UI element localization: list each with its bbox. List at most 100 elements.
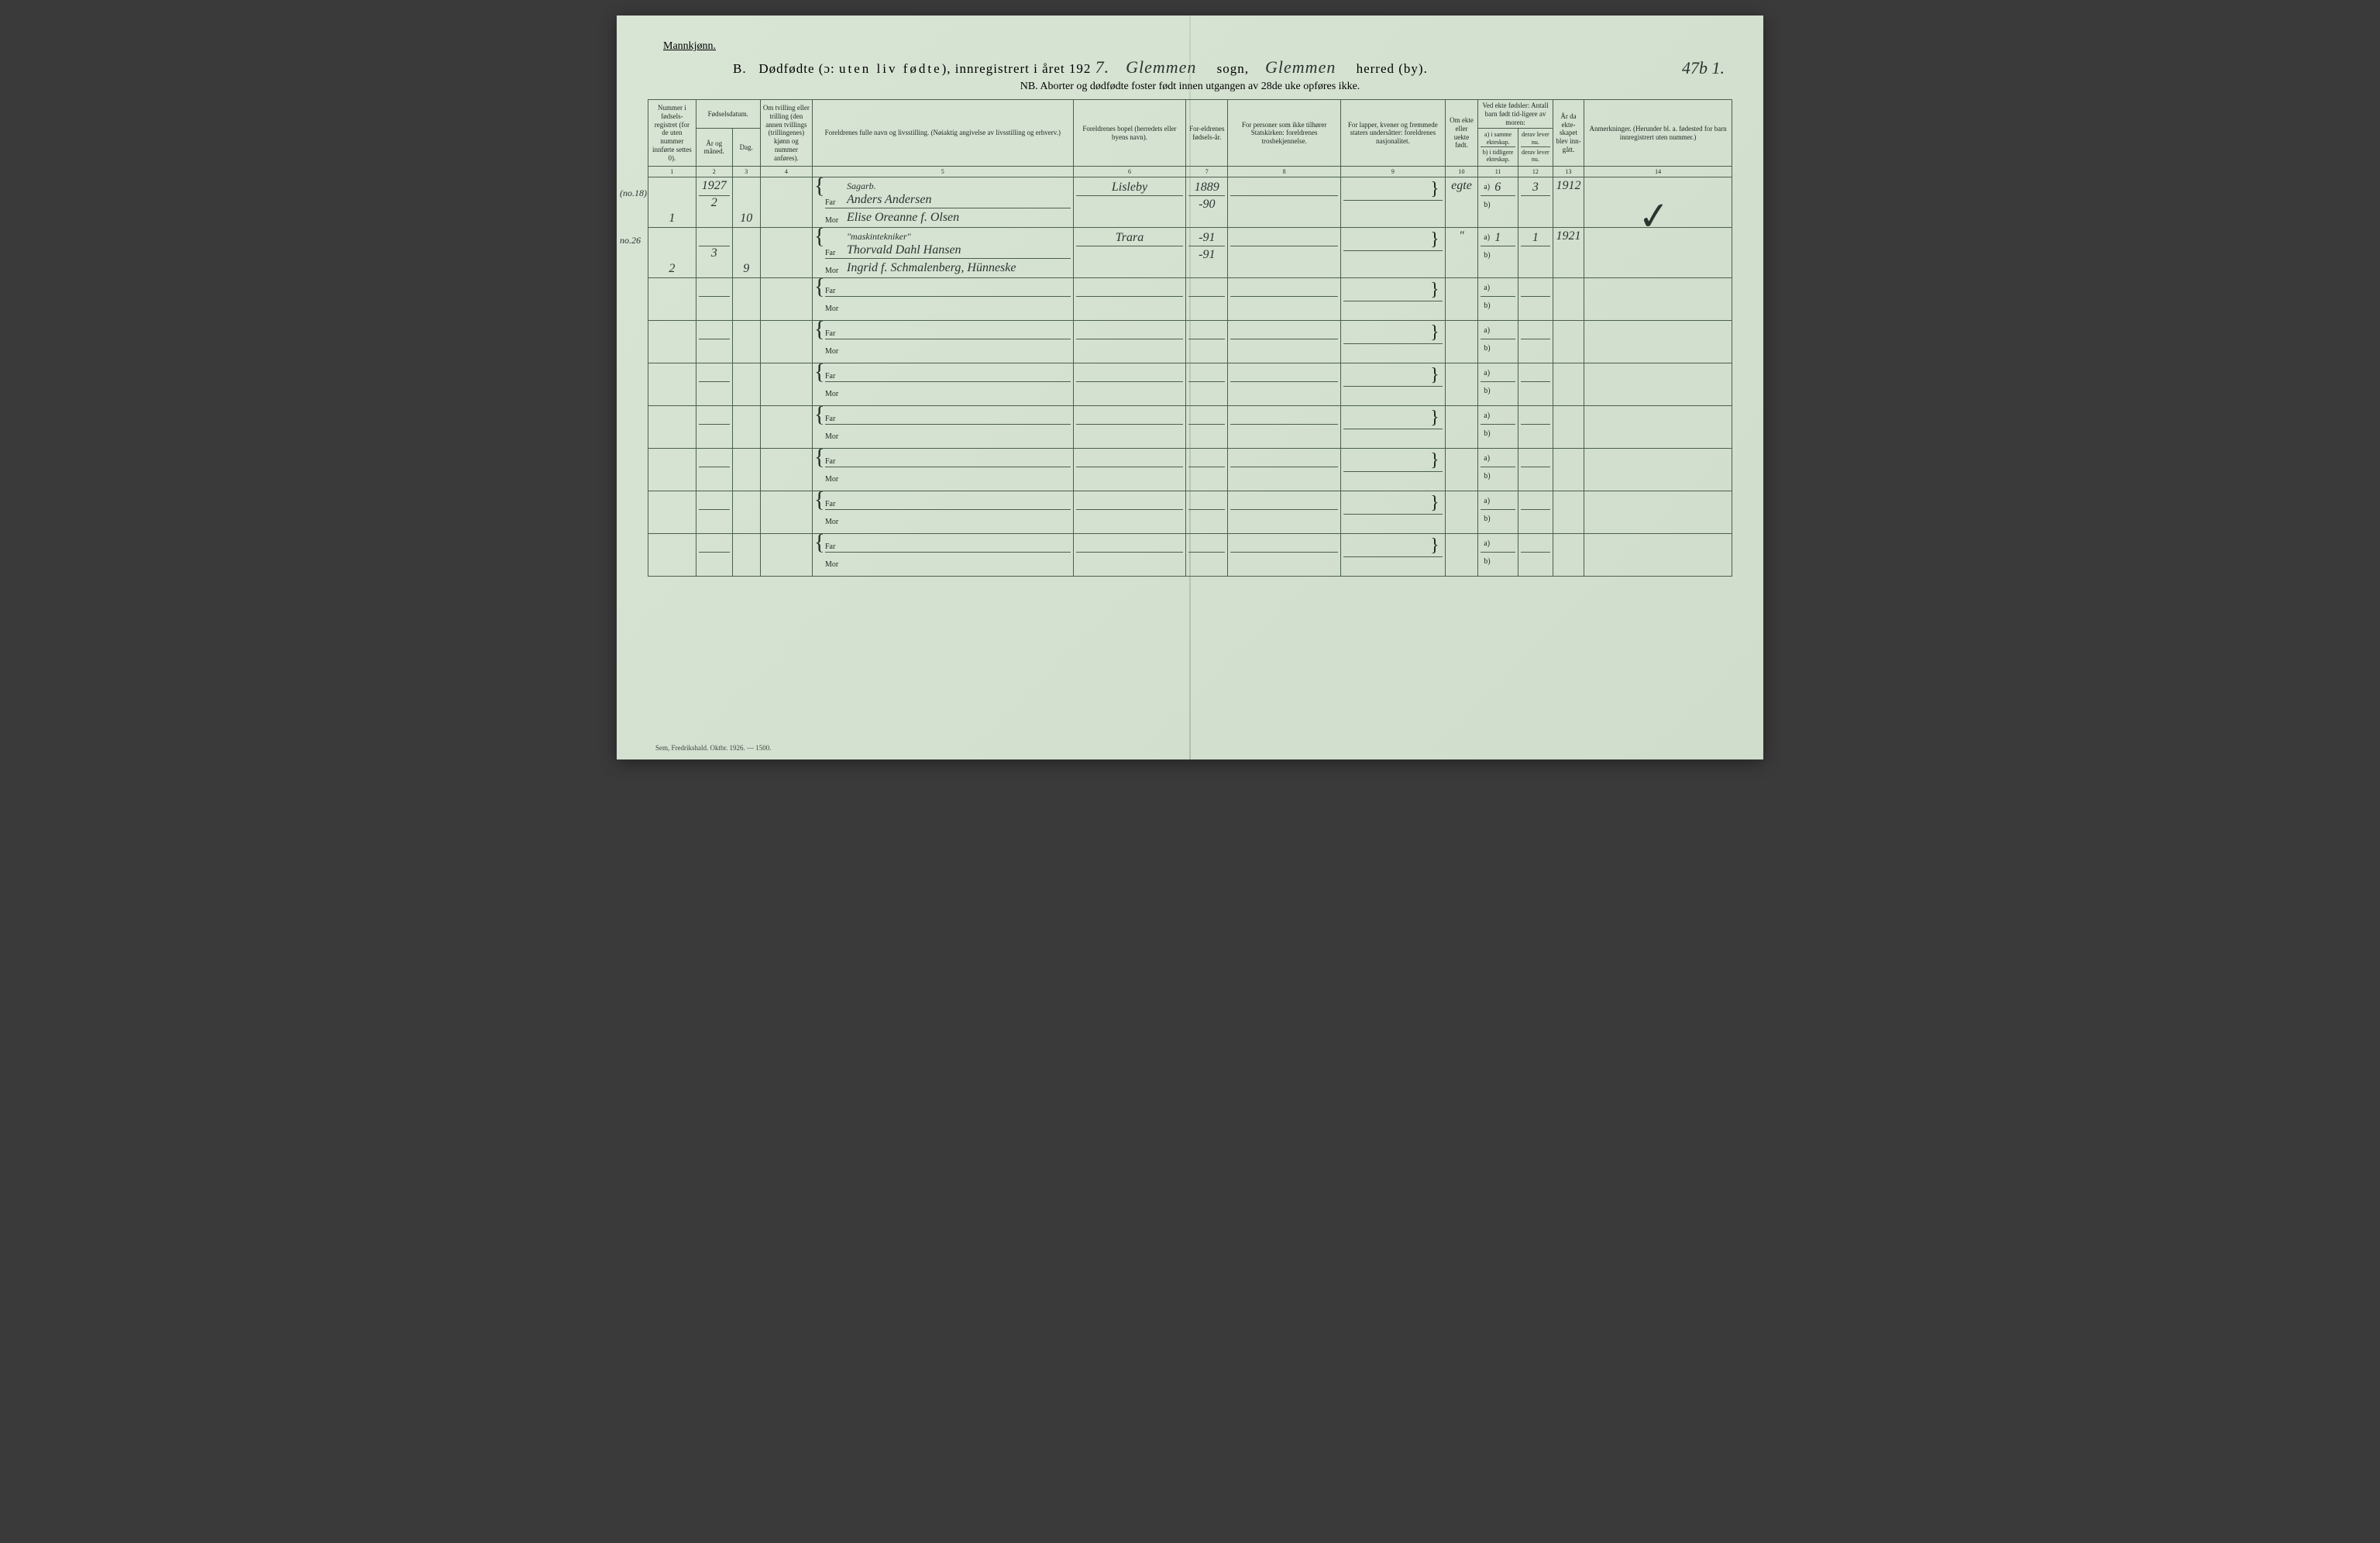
cell-bopel <box>1073 449 1186 491</box>
far-label: Far <box>825 500 847 508</box>
cell-trosbekjennelse <box>1228 278 1341 321</box>
cell-year-month <box>696 363 732 406</box>
cell-ekte <box>1445 406 1478 449</box>
cell-parent-years: -91-91 <box>1186 228 1228 278</box>
cell-trosbekjennelse <box>1228 228 1341 278</box>
cell-born-count: a) b) <box>1478 449 1518 491</box>
brace-close-icon: } <box>1430 322 1439 343</box>
cell-bopel <box>1073 406 1186 449</box>
cell-trosbekjennelse <box>1228 449 1341 491</box>
cell-day: 10 <box>732 177 760 228</box>
cell-day <box>732 321 760 363</box>
cell-day <box>732 406 760 449</box>
colnum: 3 <box>732 167 760 177</box>
cell-parent-years <box>1186 491 1228 534</box>
cell-trosbekjennelse <box>1228 534 1341 577</box>
cell-ekte: " <box>1445 228 1478 278</box>
herred-handwritten: Glemmen <box>1265 57 1336 77</box>
cell-twin <box>760 534 812 577</box>
col-13-header: År da ekte-skapet blev inn-gått. <box>1553 100 1584 167</box>
cell-bopel <box>1073 321 1186 363</box>
cell-parents: { Far Mor <box>813 278 1074 321</box>
cell-ekte <box>1445 449 1478 491</box>
cell-number <box>648 321 696 363</box>
cell-day <box>732 534 760 577</box>
cell-nasjonalitet: } <box>1341 363 1446 406</box>
margin-note-row1: (no.18) <box>620 188 647 199</box>
cell-year-month <box>696 491 732 534</box>
brace-close-icon: } <box>1430 229 1439 250</box>
cell-parent-years <box>1186 363 1228 406</box>
cell-year-married <box>1553 363 1584 406</box>
far-name: Sagarb.Anders Andersen <box>847 179 931 207</box>
colnum: 12 <box>1518 167 1553 177</box>
herred-label: herred (by). <box>1357 61 1428 76</box>
cell-twin <box>760 228 812 278</box>
cell-year-married <box>1553 534 1584 577</box>
col-7-header: For-eldrenes fødsels-år. <box>1186 100 1228 167</box>
cell-parents: { Far Mor <box>813 491 1074 534</box>
mor-label: Mor <box>825 347 847 356</box>
colnum: 4 <box>760 167 812 177</box>
mor-label: Mor <box>825 305 847 313</box>
colnum: 2 <box>696 167 732 177</box>
sogn-label: sogn, <box>1217 61 1249 76</box>
cell-notes <box>1584 321 1732 363</box>
colnum: 13 <box>1553 167 1584 177</box>
cell-trosbekjennelse <box>1228 491 1341 534</box>
cell-nasjonalitet: } <box>1341 449 1446 491</box>
cell-parent-years <box>1186 449 1228 491</box>
cell-number: 1 <box>648 177 696 228</box>
far-label: Far <box>825 372 847 381</box>
cell-year-month <box>696 278 732 321</box>
col-11b-header: b) i tidligere ekteskap. <box>1481 147 1515 164</box>
cell-nasjonalitet: } <box>1341 177 1446 228</box>
mor-label: Mor <box>825 560 847 569</box>
cell-nasjonalitet: } <box>1341 278 1446 321</box>
cell-born-count: a) b) <box>1478 363 1518 406</box>
col-3-header: Dag. <box>732 129 760 167</box>
far-name: "maskintekniker"Thorvald Dahl Hansen <box>847 229 961 257</box>
cell-trosbekjennelse <box>1228 177 1341 228</box>
cell-day <box>732 363 760 406</box>
mor-name: Elise Oreanne f. Olsen <box>847 211 959 225</box>
col-11-group-header: Ved ekte fødsler: Antall barn født tid-l… <box>1478 100 1553 129</box>
cell-born-count: a)1 b) <box>1478 228 1518 278</box>
cell-number <box>648 449 696 491</box>
col-1-header: Nummer i fødsels-registret (for de uten … <box>648 100 696 167</box>
cell-parent-years <box>1186 406 1228 449</box>
cell-day: 9 <box>732 228 760 278</box>
mor-label: Mor <box>825 267 847 275</box>
cell-lever <box>1518 534 1553 577</box>
col-2-group-header: Fødselsdatum. <box>696 100 760 129</box>
cell-day <box>732 278 760 321</box>
cell-parent-years: 1889-90 <box>1186 177 1228 228</box>
cell-twin <box>760 363 812 406</box>
cell-ekte <box>1445 321 1478 363</box>
cell-year-married <box>1553 406 1584 449</box>
brace-close-icon: } <box>1430 536 1439 556</box>
cell-lever <box>1518 406 1553 449</box>
cell-trosbekjennelse <box>1228 363 1341 406</box>
cell-day <box>732 449 760 491</box>
cell-year-month <box>696 406 732 449</box>
cell-notes <box>1584 491 1732 534</box>
cell-twin <box>760 177 812 228</box>
cell-year-month: 3 <box>696 228 732 278</box>
cell-bopel <box>1073 491 1186 534</box>
cell-ekte <box>1445 278 1478 321</box>
cell-lever <box>1518 449 1553 491</box>
cell-notes <box>1584 534 1732 577</box>
cell-year-month: 19272 <box>696 177 732 228</box>
cell-parent-years <box>1186 278 1228 321</box>
cell-notes <box>1584 406 1732 449</box>
far-label: Far <box>825 457 847 466</box>
cell-bopel <box>1073 278 1186 321</box>
cell-number <box>648 534 696 577</box>
cell-day <box>732 491 760 534</box>
cell-notes <box>1584 278 1732 321</box>
section-letter: B. <box>733 61 747 76</box>
cell-lever <box>1518 491 1553 534</box>
cell-parent-years <box>1186 321 1228 363</box>
cell-year-married <box>1553 491 1584 534</box>
